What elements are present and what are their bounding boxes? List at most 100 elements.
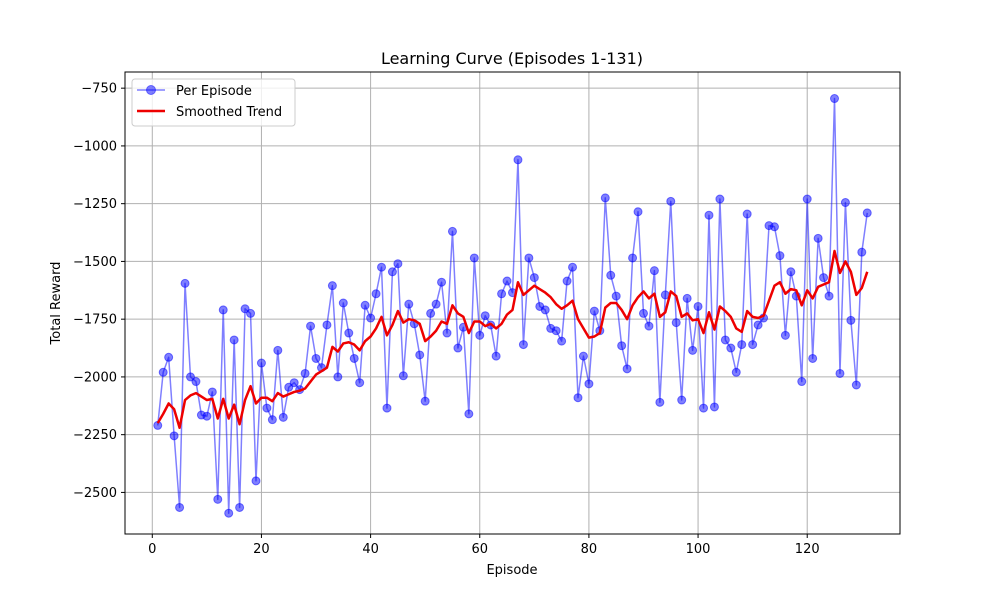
per-episode-point — [273, 345, 283, 355]
per-episode-point — [426, 308, 436, 318]
per-episode-point — [851, 380, 861, 390]
per-episode-point — [524, 253, 534, 263]
per-episode-point — [202, 411, 212, 421]
per-episode-point — [404, 299, 414, 309]
per-episode-point — [382, 403, 392, 413]
x-tick-label: 40 — [362, 542, 379, 557]
per-episode-point — [638, 308, 648, 318]
legend-box — [131, 78, 296, 127]
per-episode-point — [366, 313, 376, 323]
per-episode-point — [207, 387, 217, 397]
chart-title: Learning Curve (Episodes 1-131) — [381, 49, 643, 68]
x-tick-label: 60 — [471, 542, 488, 557]
per-episode-point — [513, 155, 523, 165]
per-episode-point — [469, 253, 479, 263]
per-episode-point — [229, 335, 239, 345]
per-episode-point — [344, 328, 354, 338]
per-episode-point — [628, 253, 638, 263]
per-episode-point — [573, 393, 583, 403]
per-episode-point — [568, 262, 578, 272]
per-episode-point — [557, 336, 567, 346]
per-episode-point — [180, 278, 190, 288]
y-axis-ticks: −750 −1000 −1250 −1500 −1750 −2000 −2250 −2500 — [73, 82, 125, 501]
per-episode-point — [360, 300, 370, 310]
per-episode-point — [322, 320, 332, 330]
per-episode-point — [742, 209, 752, 219]
per-episode-point — [840, 198, 850, 208]
series-layer — [153, 94, 872, 518]
per-episode-point — [780, 330, 790, 340]
per-episode-point — [709, 402, 719, 412]
per-episode-point — [720, 335, 730, 345]
per-episode-point — [164, 352, 174, 362]
per-episode-point — [480, 311, 490, 321]
per-episode-point — [267, 415, 277, 425]
plot-frame — [124, 71, 901, 535]
per-episode-point — [387, 267, 397, 277]
per-episode-point — [169, 431, 179, 441]
per-episode-point — [562, 276, 572, 286]
y-tick-label: −750 — [81, 82, 117, 97]
legend: Per Episode Smoothed Trend — [131, 78, 296, 127]
per-episode-point — [551, 326, 561, 336]
per-episode-point — [753, 320, 763, 330]
per-episode-point — [666, 196, 676, 206]
y-tick-label: −1750 — [73, 313, 117, 328]
x-axis-label: Episode — [486, 563, 537, 578]
per-episode-point — [731, 367, 741, 377]
per-episode-point — [289, 378, 299, 388]
per-episode-point — [655, 397, 665, 407]
per-episode-point — [300, 368, 310, 378]
per-episode-point — [819, 273, 829, 283]
per-episode-point — [464, 409, 474, 419]
x-tick-label: 120 — [795, 542, 820, 557]
per-episode-point — [682, 293, 692, 303]
per-episode-point — [704, 210, 714, 220]
per-episode-point — [644, 321, 654, 331]
per-episode-point — [453, 343, 463, 353]
x-axis-ticks: 0 20 40 60 80 100 120 — [148, 534, 820, 557]
per-episode-point — [699, 403, 709, 413]
per-episode-point — [246, 308, 256, 318]
per-episode-point — [518, 340, 528, 350]
per-episode-point — [824, 291, 834, 301]
per-episode-point — [218, 305, 228, 315]
per-episode-point — [813, 233, 823, 243]
per-episode-point — [578, 351, 588, 361]
per-episode-point — [611, 291, 621, 301]
per-episode-point — [262, 403, 272, 413]
per-episode-point — [649, 266, 659, 276]
per-episode-point — [398, 371, 408, 381]
legend-label-smoothed-trend: Smoothed Trend — [176, 105, 282, 120]
per-episode-point — [688, 345, 698, 355]
per-episode-point — [338, 298, 348, 308]
per-episode-point — [502, 276, 512, 286]
per-episode-point — [442, 328, 452, 338]
per-episode-point — [491, 351, 501, 361]
x-tick-label: 80 — [581, 542, 598, 557]
per-episode-point — [393, 259, 403, 269]
per-episode-point — [333, 372, 343, 382]
per-episode-point — [797, 377, 807, 387]
x-tick-label: 20 — [253, 542, 270, 557]
per-episode-point — [830, 94, 840, 104]
per-episode-point — [835, 368, 845, 378]
per-episode-point — [862, 208, 872, 218]
x-tick-label: 0 — [148, 542, 156, 557]
y-tick-label: −2500 — [73, 486, 117, 501]
per-episode-point — [589, 306, 599, 316]
legend-label-per-episode: Per Episode — [176, 84, 252, 99]
y-tick-label: −1250 — [73, 197, 117, 212]
per-episode-point — [420, 396, 430, 406]
per-episode-point — [606, 270, 616, 280]
per-episode-point — [235, 502, 245, 512]
x-tick-label: 100 — [686, 542, 711, 557]
per-episode-point — [191, 377, 201, 387]
per-episode-point — [857, 247, 867, 257]
per-episode-point — [431, 299, 441, 309]
per-episode-point — [775, 251, 785, 261]
per-episode-point — [677, 395, 687, 405]
per-episode-point — [437, 277, 447, 287]
per-episode-point — [748, 340, 758, 350]
per-episode-point — [158, 367, 168, 377]
